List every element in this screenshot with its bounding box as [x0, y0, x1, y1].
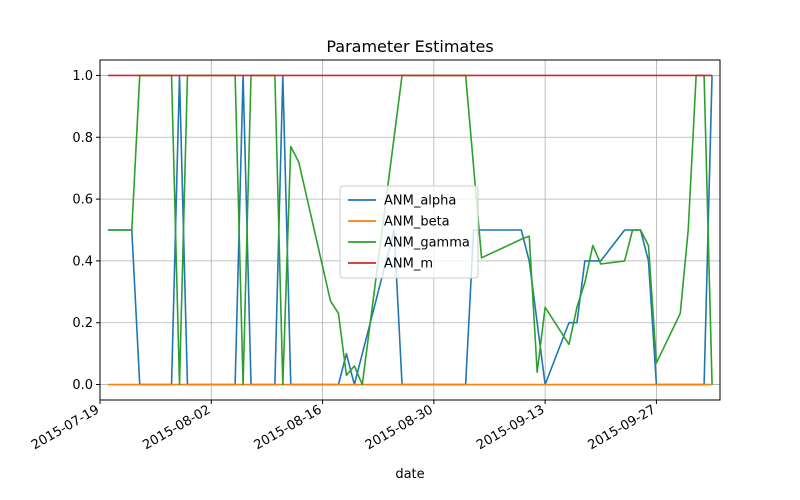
legend-box: [339, 185, 479, 279]
y-tick-label: 0.0: [72, 378, 93, 393]
chart-title: Parameter Estimates: [326, 37, 493, 56]
series-line-anm-gamma: [107, 74, 713, 386]
y-tick-label: 0.4: [72, 254, 93, 269]
y-axis: 0.0 0.2 0.4 0.6 0.8 1.0: [72, 69, 100, 393]
legend-label: ANM_gamma: [384, 236, 470, 251]
legend-label: ANM_alpha: [384, 194, 456, 209]
legend: ANM_alpha ANM_beta ANM_gamma ANM_m: [339, 185, 479, 279]
x-axis-label: date: [395, 467, 424, 482]
y-tick-label: 0.2: [72, 316, 93, 331]
y-tick-label: 1.0: [72, 69, 93, 84]
y-tick-label: 0.6: [72, 193, 93, 208]
legend-label: ANM_m: [384, 257, 433, 272]
y-tick-label: 0.8: [72, 131, 93, 146]
series-layer: [107, 74, 713, 386]
legend-label: ANM_beta: [384, 215, 450, 230]
plot-frame: [99, 59, 721, 401]
